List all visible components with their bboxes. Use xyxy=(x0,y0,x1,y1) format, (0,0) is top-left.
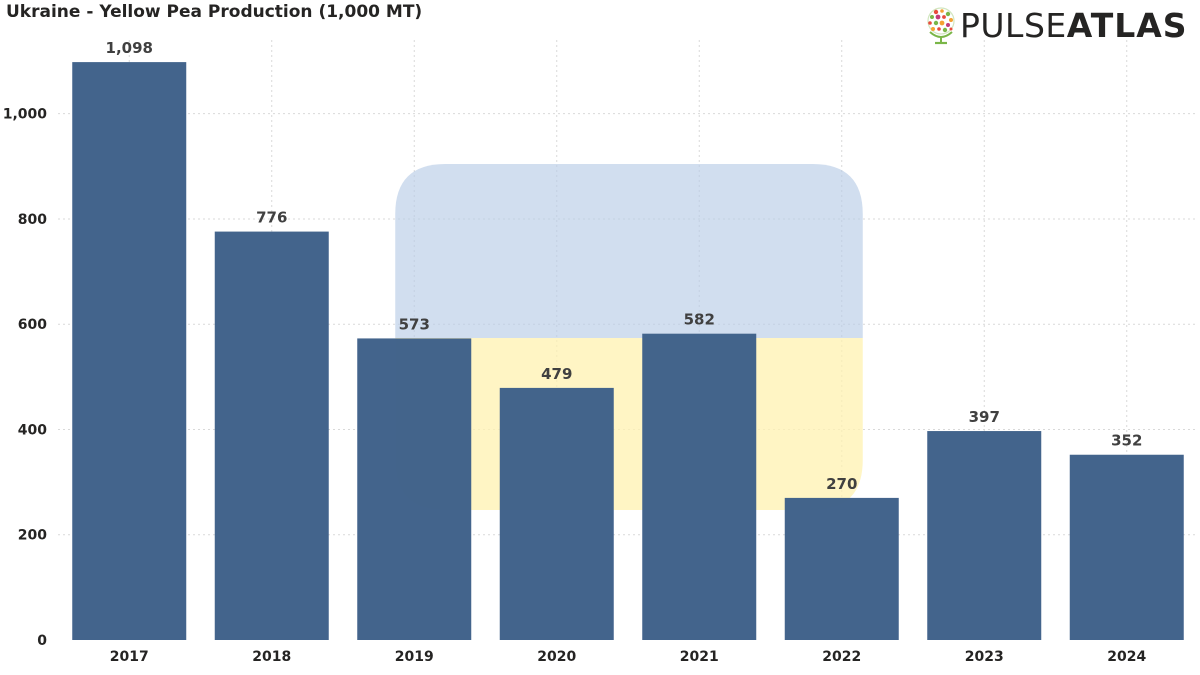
bar-2017 xyxy=(72,62,187,640)
bar-2019 xyxy=(357,338,472,640)
logo-wordmark: PULSEATLAS xyxy=(960,7,1188,45)
data-label-2020: 479 xyxy=(541,365,572,383)
bar-2018 xyxy=(214,231,329,640)
y-tick-label: 200 xyxy=(18,528,47,544)
axis-labels: 0 200 400 600 800 1,000 2017 2018 2019 2020 2021 20… xyxy=(3,107,1147,665)
bar-2024 xyxy=(1069,454,1184,640)
y-tick-label: 400 xyxy=(18,422,47,438)
x-tick-label-2017: 2017 xyxy=(110,649,149,665)
data-label-2021: 582 xyxy=(684,311,715,329)
x-tick-label-2018: 2018 xyxy=(252,649,291,665)
data-label-2023: 397 xyxy=(969,408,1000,426)
bars xyxy=(72,62,1184,640)
x-tick-label-2022: 2022 xyxy=(822,649,861,665)
pulse-atlas-logo: PULSEATLAS xyxy=(924,6,1196,46)
y-tick-label: 1,000 xyxy=(3,107,48,123)
logo-word-atlas: ATLAS xyxy=(1066,6,1188,45)
bar-2021 xyxy=(642,333,757,640)
data-labels: 1,098 776 573 479 582 270 397 352 xyxy=(106,39,1143,493)
data-label-2018: 776 xyxy=(256,209,287,227)
x-tick-label-2020: 2020 xyxy=(537,649,576,665)
x-tick-label-2023: 2023 xyxy=(965,649,1004,665)
bar-2020 xyxy=(499,387,614,640)
globe-dots-icon xyxy=(927,7,955,45)
data-label-2024: 352 xyxy=(1111,432,1142,450)
data-label-2022: 270 xyxy=(826,475,857,493)
bar-2022 xyxy=(784,497,899,640)
flag-blue-stripe xyxy=(395,164,863,338)
x-tick-label-2024: 2024 xyxy=(1107,649,1146,665)
y-tick-label: 800 xyxy=(18,212,47,228)
data-label-2019: 573 xyxy=(399,315,430,333)
y-tick-label: 0 xyxy=(37,633,47,649)
logo-word-pulse: PULSE xyxy=(960,6,1067,45)
y-tick-label: 600 xyxy=(18,317,47,333)
bar-2023 xyxy=(927,431,1042,640)
data-label-2017: 1,098 xyxy=(106,39,153,57)
x-tick-label-2021: 2021 xyxy=(680,649,719,665)
chart-title: Ukraine - Yellow Pea Production (1,000 M… xyxy=(6,2,423,22)
x-tick-label-2019: 2019 xyxy=(395,649,434,665)
